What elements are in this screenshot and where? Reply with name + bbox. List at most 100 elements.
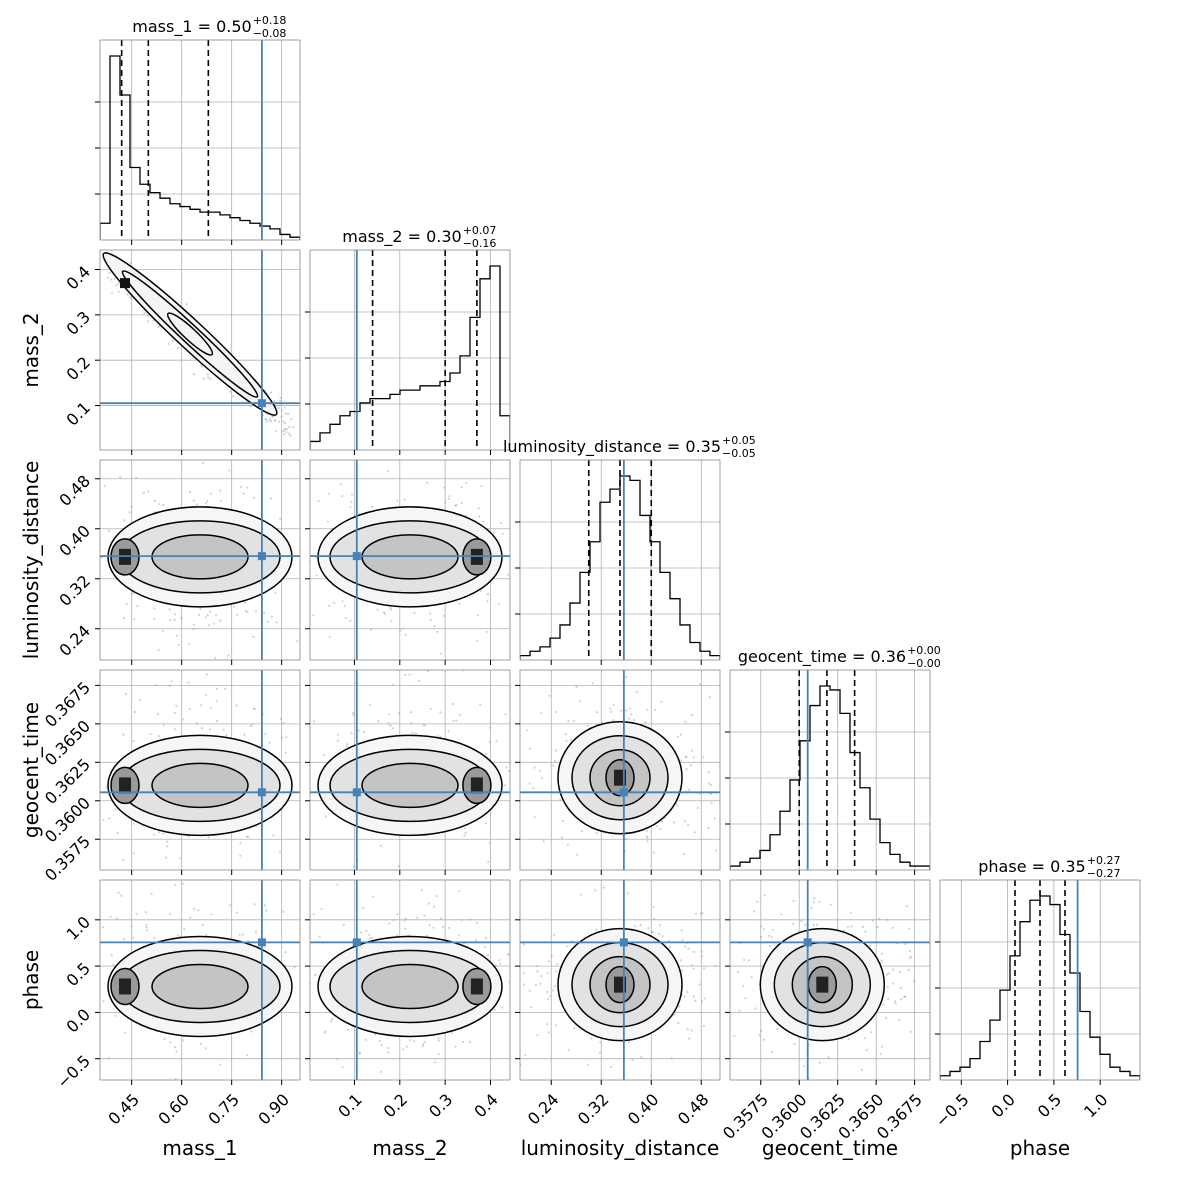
sample-point bbox=[131, 592, 134, 595]
panel-mass_1-vs-mass_2 bbox=[95, 249, 301, 455]
sample-point bbox=[203, 377, 206, 380]
contours bbox=[557, 720, 683, 835]
title-lower-error: −0.05 bbox=[722, 447, 756, 460]
sample-point bbox=[724, 961, 726, 963]
sample-point bbox=[348, 652, 350, 654]
sample-point bbox=[640, 1056, 643, 1059]
sample-point bbox=[484, 946, 487, 949]
sample-point bbox=[886, 986, 889, 989]
sample-point bbox=[750, 975, 753, 979]
sample-point bbox=[625, 676, 628, 679]
sample-point bbox=[103, 484, 106, 488]
sample-point bbox=[492, 531, 495, 534]
histogram-step-phase bbox=[940, 895, 1140, 1080]
sample-point bbox=[464, 831, 467, 834]
contour-line bbox=[151, 963, 249, 1010]
sample-point bbox=[892, 968, 895, 971]
sample-point bbox=[273, 419, 276, 422]
sample-point bbox=[122, 733, 125, 736]
sample-point bbox=[146, 314, 149, 317]
truth-marker bbox=[352, 938, 361, 947]
sample-point bbox=[403, 919, 406, 922]
sample-point bbox=[864, 930, 867, 933]
sample-point bbox=[275, 405, 278, 408]
sample-point bbox=[204, 1047, 207, 1050]
sample-point bbox=[219, 489, 222, 492]
sample-point bbox=[120, 894, 123, 897]
sample-point bbox=[528, 955, 530, 957]
sample-point bbox=[652, 851, 655, 854]
sample-point bbox=[692, 995, 695, 998]
sample-point bbox=[776, 1027, 779, 1031]
sample-point bbox=[847, 1038, 850, 1041]
sample-point bbox=[343, 604, 346, 608]
sample-point bbox=[738, 1009, 741, 1012]
sample-point bbox=[947, 1014, 949, 1016]
sample-point bbox=[156, 712, 159, 716]
sample-point bbox=[690, 1029, 693, 1032]
sample-point bbox=[533, 766, 536, 769]
title-text: mass_1 = 0.50 bbox=[132, 17, 251, 37]
sample-point bbox=[422, 1043, 425, 1046]
sample-point bbox=[694, 999, 697, 1003]
sample-point bbox=[192, 628, 195, 631]
sample-point bbox=[762, 928, 765, 931]
sample-point bbox=[279, 717, 282, 721]
sample-point bbox=[530, 1006, 533, 1009]
sample-point bbox=[312, 720, 316, 723]
sample-point bbox=[165, 840, 169, 843]
sample-point bbox=[691, 713, 694, 717]
sample-point bbox=[780, 913, 783, 916]
sample-point bbox=[169, 619, 172, 622]
sample-point bbox=[745, 752, 747, 754]
sample-point bbox=[422, 723, 425, 726]
sample-point bbox=[275, 926, 277, 928]
sample-point bbox=[426, 481, 429, 484]
sample-point bbox=[590, 1037, 593, 1040]
sample-point bbox=[535, 978, 537, 980]
sample-point bbox=[461, 1040, 465, 1043]
panel-frame bbox=[309, 459, 511, 661]
sample-point bbox=[676, 804, 679, 807]
sample-point bbox=[215, 700, 218, 703]
sample-point bbox=[358, 1051, 361, 1054]
sample-point bbox=[610, 1066, 613, 1069]
sample-point bbox=[380, 1070, 383, 1073]
sample-point bbox=[565, 945, 569, 948]
sample-point bbox=[433, 625, 436, 628]
sample-point bbox=[426, 670, 429, 673]
title-upper-error: +0.27 bbox=[1087, 854, 1121, 867]
sample-point bbox=[188, 707, 191, 711]
x-tick-label: −0.5 bbox=[932, 1090, 973, 1131]
histogram-step-mass_1 bbox=[100, 55, 300, 240]
sample-point bbox=[690, 964, 694, 967]
sample-point bbox=[688, 788, 691, 791]
sample-point bbox=[505, 766, 508, 769]
sample-point bbox=[570, 738, 573, 742]
sample-point bbox=[702, 967, 706, 970]
sample-point bbox=[501, 842, 503, 844]
sample-point bbox=[494, 964, 497, 967]
sample-point bbox=[534, 983, 538, 987]
sample-point bbox=[444, 501, 447, 504]
density-peak bbox=[119, 978, 131, 995]
sample-point bbox=[323, 1031, 326, 1034]
y-tick-label: 0.4 bbox=[63, 262, 94, 293]
sample-point bbox=[330, 1020, 333, 1023]
sample-point bbox=[253, 903, 256, 906]
sample-point bbox=[413, 611, 416, 615]
sample-point bbox=[405, 1045, 408, 1048]
sample-point bbox=[125, 602, 128, 606]
y-axis-label: luminosity_distance bbox=[19, 461, 43, 660]
sample-point bbox=[107, 276, 110, 279]
sample-point bbox=[812, 923, 816, 927]
sample-point bbox=[692, 967, 695, 970]
sample-point bbox=[202, 462, 205, 465]
sample-point bbox=[486, 593, 489, 596]
contour-line bbox=[102, 252, 278, 416]
sample-point bbox=[408, 673, 411, 676]
sample-point bbox=[908, 927, 911, 930]
histogram-step-mass_2 bbox=[310, 265, 510, 450]
sample-point bbox=[201, 727, 204, 730]
sample-point bbox=[803, 1065, 806, 1068]
